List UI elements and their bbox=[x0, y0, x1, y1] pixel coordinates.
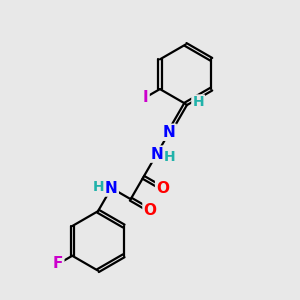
Text: H: H bbox=[93, 179, 105, 194]
Text: I: I bbox=[143, 90, 148, 105]
Text: F: F bbox=[53, 256, 63, 272]
Text: O: O bbox=[143, 203, 157, 218]
Text: N: N bbox=[105, 181, 118, 196]
Text: H: H bbox=[164, 150, 176, 164]
Text: H: H bbox=[192, 95, 204, 110]
Text: O: O bbox=[156, 181, 169, 196]
Text: N: N bbox=[150, 147, 163, 162]
Text: N: N bbox=[163, 125, 176, 140]
